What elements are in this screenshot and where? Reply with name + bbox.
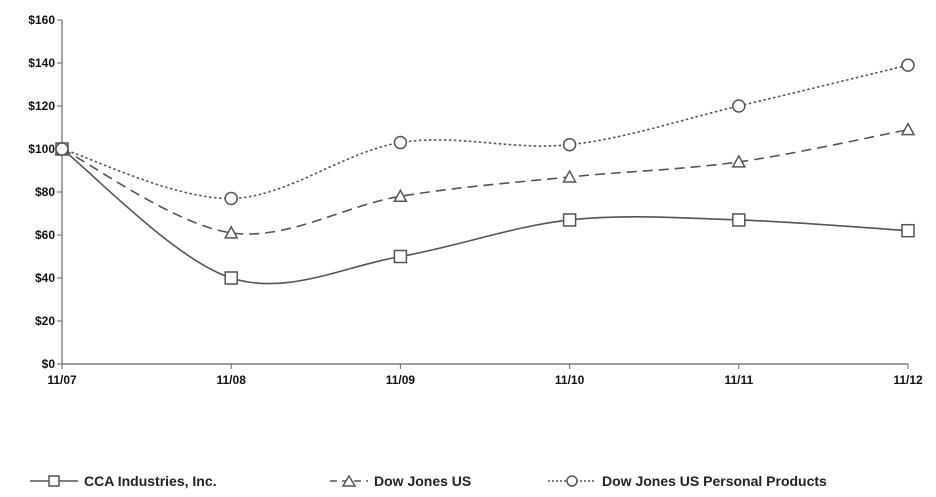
x-tick-label: 11/09 (386, 373, 416, 387)
y-tick-label: $20 (35, 314, 55, 328)
y-tick-label: $40 (35, 271, 55, 285)
data-point-circle (732, 99, 746, 113)
data-point-triangle (731, 154, 747, 168)
data-point-circle (393, 135, 408, 150)
data-point-triangle (562, 169, 577, 183)
legend-label-djus-personal: Dow Jones US Personal Products (602, 473, 827, 489)
data-point-triangle (900, 122, 916, 136)
y-tick-label: $100 (28, 142, 55, 156)
legend-swatch-triangle-icon (330, 474, 368, 487)
line-chart: $0$20$40$60$80$100$120$140$160 11/07 11/0… (28, 13, 923, 387)
legend: CCA Industries, Inc. Dow Jones US Dow Jo… (0, 470, 936, 492)
y-tick-label: $140 (28, 56, 55, 70)
legend-swatch-circle-icon (548, 475, 596, 487)
legend-label-djus: Dow Jones US (374, 473, 472, 489)
data-point-square (224, 271, 238, 285)
data-point-square (393, 249, 408, 264)
data-point-circle (55, 142, 69, 156)
legend-item-djus: Dow Jones US (330, 470, 471, 492)
y-tick-label: $160 (28, 13, 55, 27)
legend-item-cca: CCA Industries, Inc. (30, 470, 217, 492)
data-point-triangle (393, 188, 408, 203)
y-tick-label: $80 (35, 185, 55, 199)
series-markers (54, 58, 916, 285)
chart-axes (61, 20, 908, 365)
data-point-triangle (223, 225, 239, 239)
x-tick-label: 11/08 (217, 373, 247, 387)
x-axis-ticks: 11/07 11/08 11/09 11/10 11/11 11/12 (47, 364, 923, 387)
data-point-circle (562, 137, 577, 152)
data-point-circle (224, 191, 238, 206)
series-line-triangle (61, 128, 909, 235)
y-axis-ticks: $0 $20 $40 $60 $80 $100 $120 $140 $160 (28, 13, 62, 371)
legend-item-djus-personal: Dow Jones US Personal Products (548, 470, 827, 492)
series-line-circle (61, 64, 909, 200)
data-point-circle (901, 58, 915, 72)
x-tick-label: 11/07 (47, 373, 77, 387)
data-point-square (732, 213, 746, 227)
legend-label-cca: CCA Industries, Inc. (84, 473, 217, 489)
x-tick-label: 11/12 (893, 373, 923, 387)
x-tick-label: 11/11 (724, 373, 753, 387)
y-tick-label: $120 (28, 99, 55, 113)
series-lines (61, 64, 909, 285)
x-tick-label: 11/10 (555, 373, 585, 387)
series-line-square (61, 148, 909, 285)
data-point-square (562, 213, 577, 227)
legend-swatch-square-icon (30, 475, 78, 487)
data-point-square (901, 223, 915, 238)
y-tick-label: $0 (42, 357, 56, 371)
y-tick-label: $60 (35, 228, 55, 242)
